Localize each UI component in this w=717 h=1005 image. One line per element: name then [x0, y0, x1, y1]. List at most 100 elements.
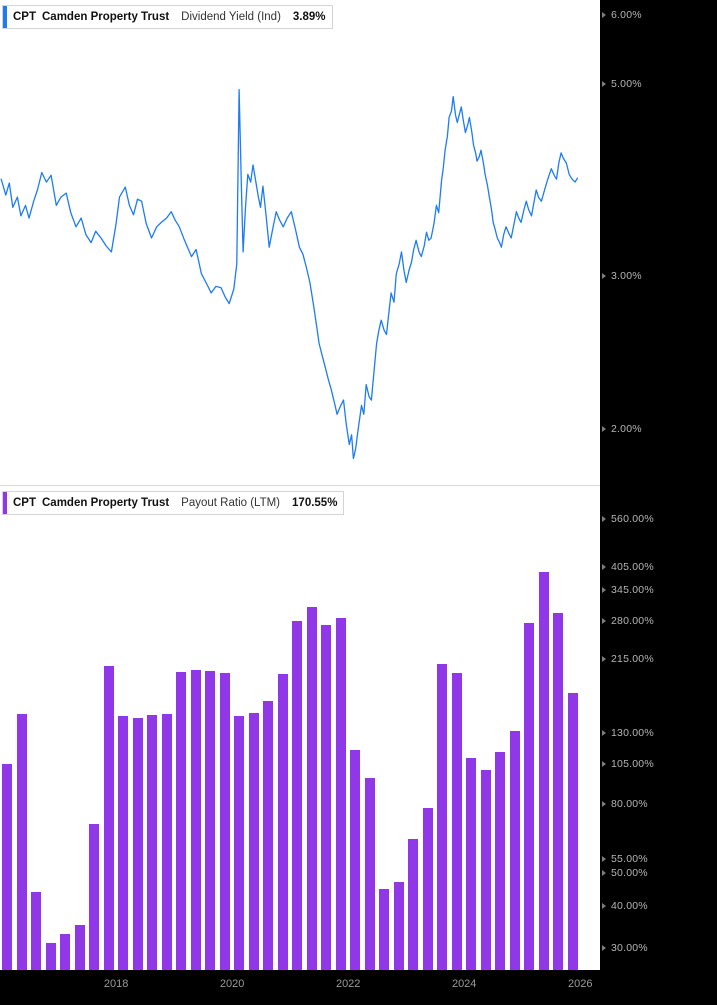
- y-axis-tick-label: 405.00%: [611, 560, 654, 573]
- ticker-symbol: CPT: [13, 11, 36, 23]
- y-axis-tick-label: 40.00%: [611, 899, 648, 912]
- payout-ratio-bar: [161, 714, 172, 970]
- series-color-bar-purple: [3, 492, 7, 514]
- payout-ratio-bar: [205, 671, 216, 970]
- y-axis-tick-label: 2.00%: [611, 423, 642, 436]
- y-axis-tick: 280.00%: [600, 614, 654, 628]
- payout-ratio-bar: [31, 891, 41, 970]
- ticker-symbol: CPT: [13, 497, 36, 509]
- payout-ratio-bar: [248, 713, 259, 970]
- payout-ratio-bar: [292, 620, 303, 970]
- payout-ratio-bar: [393, 882, 404, 970]
- y-axis-tick-label: 80.00%: [611, 798, 648, 811]
- x-axis-year-label: 2018: [103, 978, 129, 990]
- payout-ratio-bar: [118, 716, 128, 970]
- payout-ratio-header[interactable]: CPT Camden Property Trust Payout Ratio (…: [2, 491, 345, 515]
- y-axis-tick: 5.00%: [600, 77, 642, 91]
- tick-arrow-icon: [602, 80, 606, 87]
- payout-ratio-bar-chart: [0, 486, 600, 970]
- tick-arrow-icon: [602, 563, 606, 570]
- payout-ratio-bar: [74, 925, 85, 970]
- y-axis-tick-label: 55.00%: [611, 853, 648, 866]
- payout-ratio-bar: [466, 757, 477, 970]
- y-axis-tick: 6.00%: [600, 8, 642, 22]
- payout-ratio-bar: [60, 933, 70, 970]
- payout-ratio-bar: [379, 888, 390, 970]
- y-axis-tick-label: 345.00%: [611, 584, 654, 596]
- series-color-bar-blue: [3, 6, 7, 28]
- y-axis-panel: Div Yld (Ind) 3.89% Payout Ratio (LTM) 1…: [600, 0, 717, 1005]
- x-axis-year-label: 2022: [335, 978, 361, 990]
- payout-ratio-bar: [263, 700, 274, 970]
- y-axis-tick: 345.00%: [600, 583, 654, 597]
- y-axis-tick-label: 280.00%: [611, 614, 654, 627]
- payout-ratio-bar: [176, 672, 186, 970]
- y-axis-tick-label: 30.00%: [611, 941, 648, 954]
- y-axis-tick: 30.00%: [600, 941, 648, 955]
- y-axis-tick-label: 560.00%: [611, 513, 654, 526]
- metric-name: Dividend Yield (Ind): [181, 11, 281, 23]
- tick-arrow-icon: [602, 587, 606, 593]
- tick-arrow-icon: [602, 944, 606, 951]
- payout-ratio-bar: [306, 607, 317, 970]
- company-name: Camden Property Trust: [42, 497, 170, 509]
- x-axis-strip: 2018 2020 2022 2024 2026: [0, 970, 717, 1005]
- metric-value: 3.89%: [292, 11, 326, 23]
- payout-ratio-bar: [437, 664, 448, 970]
- y-axis-tick-label: 6.00%: [611, 8, 642, 21]
- payout-ratio-bar: [16, 714, 27, 970]
- y-axis-tick: 40.00%: [600, 899, 648, 913]
- y-axis-tick: 130.00%: [600, 726, 654, 740]
- tick-arrow-icon: [602, 870, 606, 877]
- y-axis-tick: 2.00%: [600, 422, 642, 436]
- payout-ratio-bar: [321, 624, 332, 970]
- tick-arrow-icon: [602, 516, 606, 523]
- y-axis-tick-label: 3.00%: [611, 270, 642, 283]
- metric-value: 170.55%: [292, 497, 338, 509]
- payout-ratio-bar: [277, 674, 288, 970]
- dividend-yield-header[interactable]: CPT Camden Property Trust Dividend Yield…: [2, 5, 333, 29]
- payout-ratio-bar: [538, 572, 549, 970]
- payout-ratio-panel: CPT Camden Property Trust Payout Ratio (…: [0, 486, 600, 970]
- y-axis-tick: 560.00%: [600, 512, 654, 526]
- yield-line-path: [0, 88, 579, 460]
- tick-arrow-icon: [602, 426, 606, 433]
- payout-ratio-bar: [451, 672, 462, 970]
- payout-ratio-bar: [234, 716, 245, 970]
- payout-ratio-bar: [350, 749, 361, 970]
- y-axis-tick: 80.00%: [600, 797, 648, 811]
- y-axis-tick: 3.00%: [600, 269, 642, 283]
- y-axis-tick-label: 130.00%: [611, 727, 654, 740]
- tick-arrow-icon: [602, 11, 606, 18]
- payout-ratio-bar: [524, 623, 535, 970]
- tick-arrow-icon: [602, 801, 606, 808]
- payout-ratio-bar: [132, 718, 143, 970]
- company-name: Camden Property Trust: [42, 11, 170, 23]
- y-axis-tick-label: 5.00%: [611, 77, 642, 90]
- dividend-yield-line-chart: [0, 88, 579, 460]
- payout-ratio-bar: [45, 943, 56, 970]
- tick-arrow-icon: [602, 656, 606, 663]
- payout-ratio-bar: [495, 752, 506, 970]
- payout-ratio-bar: [147, 715, 157, 970]
- y-axis-tick: 50.00%: [600, 866, 648, 880]
- tick-arrow-icon: [602, 856, 606, 863]
- y-axis-tick: 55.00%: [600, 852, 648, 866]
- payout-ratio-bar: [364, 777, 375, 970]
- payout-ratio-bar: [480, 770, 491, 970]
- payout-ratio-bar: [219, 672, 230, 970]
- payout-ratio-bar: [89, 823, 99, 970]
- payout-ratio-bar: [335, 618, 346, 970]
- payout-ratio-bar: [2, 764, 12, 970]
- x-axis-year-label: 2026: [568, 978, 593, 990]
- dividend-yield-panel: CPT Camden Property Trust Dividend Yield…: [0, 0, 600, 486]
- tick-arrow-icon: [602, 617, 606, 624]
- x-axis-year-label: 2020: [219, 978, 245, 990]
- payout-ratio-bar: [408, 839, 419, 970]
- tick-arrow-icon: [602, 273, 606, 280]
- y-axis-tick-label: 50.00%: [611, 867, 648, 880]
- payout-ratio-bar: [567, 693, 578, 970]
- payout-ratio-bar: [103, 666, 114, 970]
- metric-name: Payout Ratio (LTM): [181, 497, 281, 509]
